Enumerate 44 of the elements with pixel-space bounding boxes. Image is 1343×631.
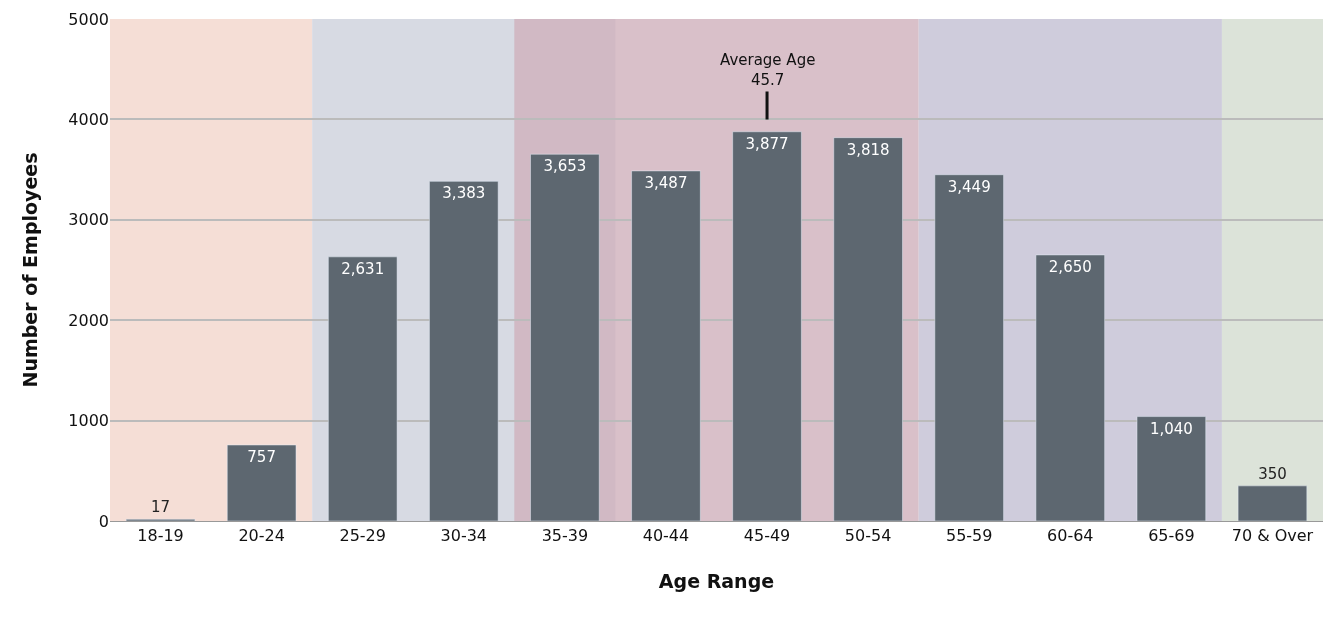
data-label: 3,383 (442, 184, 486, 203)
bar (1136, 416, 1206, 521)
x-tick-label: 25-29 (339, 526, 386, 546)
x-tick-label: 18-19 (137, 526, 184, 546)
data-label: 757 (247, 448, 276, 466)
y-tick-label: 5000 (68, 9, 109, 29)
x-tick-label: 65-69 (1148, 526, 1195, 546)
x-tick-label: 40-44 (642, 526, 690, 546)
annotation: Average Age 45.7 (720, 51, 816, 89)
bar (429, 181, 499, 521)
bar (1035, 254, 1105, 521)
x-tick-label: 20-24 (238, 526, 285, 546)
bar (328, 256, 398, 521)
x-tick-label: 50-54 (844, 526, 892, 546)
data-label: 3,877 (745, 134, 789, 153)
x-tick-label: 55-59 (945, 526, 993, 546)
data-label: 3,487 (644, 173, 688, 192)
x-tick-label: 70 & Over (1231, 526, 1314, 546)
bar (934, 174, 1004, 521)
bar (732, 131, 802, 521)
data-label: 350 (1258, 464, 1287, 483)
data-label: 1,040 (1149, 419, 1193, 438)
x-tick-label: 35-39 (541, 526, 589, 546)
bar (530, 153, 600, 521)
x-tick-label: 60-64 (1047, 526, 1094, 546)
y-tick-label: 4000 (68, 110, 109, 129)
y-tick-label: 3000 (68, 210, 109, 230)
y-axis-title: Number of Employees (19, 152, 42, 388)
data-label: 2,650 (1048, 257, 1092, 276)
bar (1237, 485, 1308, 521)
bar (631, 170, 701, 521)
y-tick-label: 2000 (68, 310, 109, 330)
bar (833, 137, 903, 521)
bar (227, 444, 297, 521)
data-label: 3,449 (947, 177, 991, 196)
data-label: 17 (150, 498, 171, 517)
data-label: 2,631 (341, 259, 385, 278)
x-tick-label: 45-49 (743, 526, 791, 546)
data-label: 3,818 (846, 140, 890, 159)
data-label: 3,653 (543, 157, 587, 176)
y-tick-label: 1000 (68, 411, 109, 431)
x-tick-label: 30-34 (440, 526, 488, 546)
y-tick-label: 0 (98, 511, 109, 531)
x-axis-title: Age Range (658, 570, 775, 592)
